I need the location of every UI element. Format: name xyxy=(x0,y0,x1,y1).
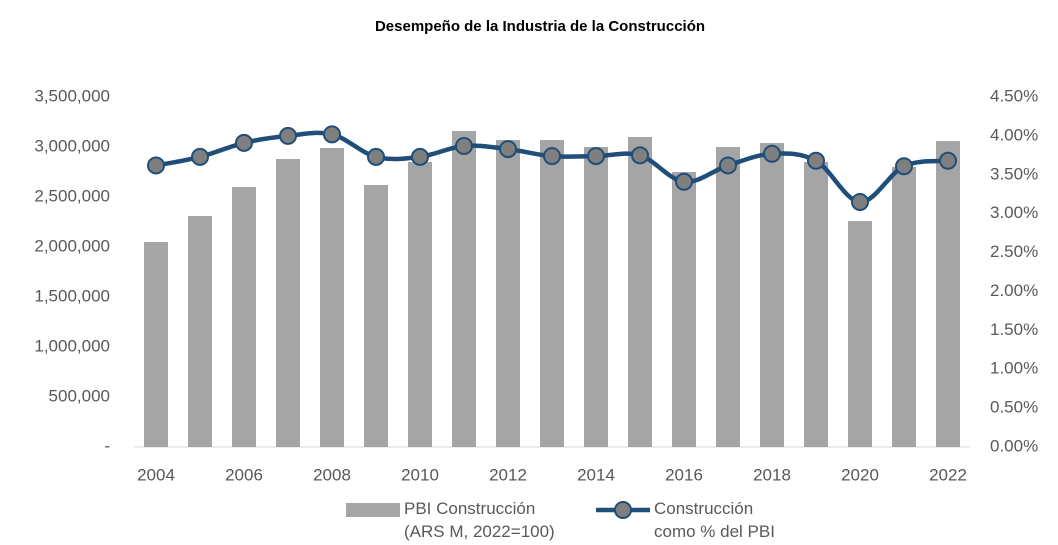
y2-tick-label: 1.00% xyxy=(990,359,1038,378)
line-marker xyxy=(587,147,605,166)
bar xyxy=(760,143,784,447)
y2-tick-label: 2.50% xyxy=(990,242,1038,261)
legend-line: (ARS M, 2022=100) xyxy=(404,522,555,541)
bar xyxy=(276,159,300,447)
line-marker xyxy=(455,137,473,155)
y2-tick-label: 3.00% xyxy=(990,203,1038,222)
bar xyxy=(188,216,212,447)
line-marker xyxy=(631,146,649,165)
x-tick-label: 2010 xyxy=(401,465,439,484)
line-marker xyxy=(895,157,913,176)
x-tick-label: 2020 xyxy=(841,465,879,484)
line-marker xyxy=(851,193,869,211)
y-tick-label: 2,000,000 xyxy=(34,236,110,255)
line-marker xyxy=(367,147,385,166)
x-tick-label: 2018 xyxy=(753,465,791,484)
bar xyxy=(144,242,168,447)
bar xyxy=(364,185,388,447)
line-marker xyxy=(323,125,341,144)
chart-title: Desempeño de la Industria de la Construc… xyxy=(375,18,705,35)
legend-line: Construcción xyxy=(654,499,753,518)
bar xyxy=(320,148,344,447)
bar xyxy=(628,137,652,447)
y2-tick-label: 0.50% xyxy=(990,398,1038,417)
legend-label: Construcción como % del PBI xyxy=(654,499,775,541)
line-marker xyxy=(191,147,209,166)
bar xyxy=(540,140,564,447)
x-tick-label: 2004 xyxy=(137,465,175,484)
bar xyxy=(716,147,740,447)
x-tick-label: 2008 xyxy=(313,465,351,484)
bar xyxy=(848,221,872,447)
line-marker xyxy=(279,126,297,145)
y2-tick-label: 3.50% xyxy=(990,164,1038,183)
bar xyxy=(232,187,256,447)
y2-tick-label: 2.00% xyxy=(990,281,1038,300)
y-tick-label: 3,000,000 xyxy=(34,136,110,155)
x-tick-label: 2012 xyxy=(489,465,527,484)
y-tick-label: 1,000,000 xyxy=(34,336,110,355)
x-tick-label: 2014 xyxy=(577,465,615,484)
bar xyxy=(408,162,432,447)
bar xyxy=(584,147,608,447)
bar xyxy=(452,131,476,447)
legend-label: PBI Construcción (ARS M, 2022=100) xyxy=(404,499,555,541)
y-tick-label: - xyxy=(104,436,110,455)
y-tick-label: 1,500,000 xyxy=(34,286,110,305)
y2-tick-label: 4.50% xyxy=(990,86,1038,105)
legend-line: PBI Construcción xyxy=(404,499,535,518)
legend-line: como % del PBI xyxy=(654,522,775,541)
bar xyxy=(936,141,960,447)
y2-tick-label: 0.00% xyxy=(990,436,1038,455)
legend-swatch xyxy=(346,503,400,517)
y-tick-label: 3,500,000 xyxy=(34,86,110,105)
line-marker xyxy=(763,144,781,163)
bar xyxy=(496,140,520,447)
line-marker xyxy=(543,147,561,166)
bar xyxy=(672,172,696,447)
y2-tick-label: 4.00% xyxy=(990,125,1038,144)
line-marker xyxy=(719,156,737,175)
line-marker xyxy=(411,147,429,166)
y-tick-label: 500,000 xyxy=(49,386,110,405)
bar xyxy=(804,162,828,447)
y2-tick-label: 1.50% xyxy=(990,320,1038,339)
x-tick-label: 2016 xyxy=(665,465,703,484)
line-marker xyxy=(235,133,253,152)
line-marker xyxy=(675,172,693,191)
y-tick-label: 2,500,000 xyxy=(34,186,110,205)
line-marker xyxy=(939,151,957,170)
line-marker xyxy=(499,140,517,159)
x-tick-label: 2022 xyxy=(929,465,967,484)
line-marker xyxy=(807,151,825,170)
legend-swatch xyxy=(614,501,632,519)
line-marker xyxy=(147,156,165,175)
bar xyxy=(892,167,916,447)
x-tick-label: 2006 xyxy=(225,465,263,484)
